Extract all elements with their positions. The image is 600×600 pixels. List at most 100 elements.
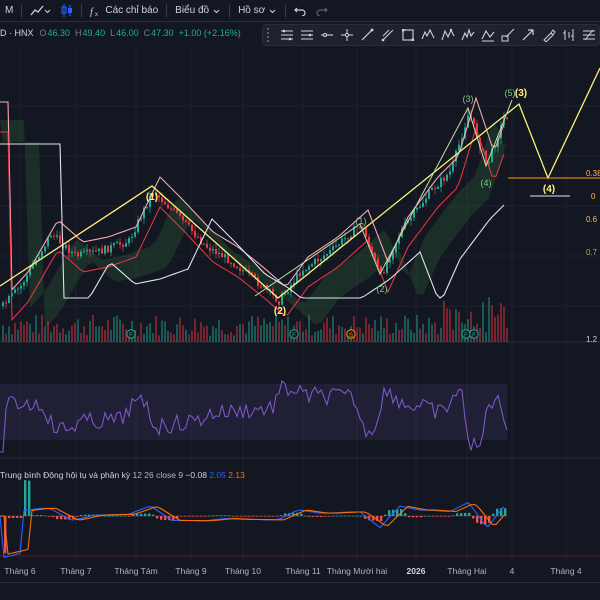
- candle-body: [149, 195, 151, 208]
- rsi-pane[interactable]: [0, 379, 508, 453]
- macd-histogram-bar: [372, 516, 375, 521]
- baseline-line: [0, 143, 505, 299]
- macd-histogram-bar: [428, 516, 431, 517]
- toolbar-divider: [229, 3, 231, 18]
- macd-histogram-bar: [32, 515, 35, 516]
- volume-bar: [491, 305, 493, 342]
- volume-bar: [32, 332, 34, 342]
- volume-bar: [458, 311, 460, 342]
- candle-body: [221, 252, 223, 258]
- macd-histogram-bar: [284, 513, 287, 516]
- macd-histogram-bar: [348, 515, 351, 517]
- volume-bar: [281, 319, 283, 342]
- candle-body: [143, 207, 145, 219]
- candle-body: [281, 293, 283, 305]
- long-position-tool[interactable]: [277, 25, 297, 45]
- macd-histogram-bar: [188, 516, 191, 517]
- event-marker-label: F: [292, 333, 296, 339]
- volume-bar: [170, 332, 172, 342]
- candle-body: [353, 226, 355, 237]
- layout-button[interactable]: Biểu đồ: [170, 0, 226, 22]
- high-value: 49.40: [82, 28, 106, 38]
- candle-body: [47, 237, 49, 247]
- volume-bar: [374, 319, 376, 342]
- candle-body: [410, 217, 412, 221]
- head-shoulders-tool[interactable]: [458, 25, 478, 45]
- candle-body: [161, 197, 163, 203]
- symbol-label[interactable]: D · HNX: [0, 28, 34, 38]
- volume-bar: [152, 333, 154, 342]
- chevron-down-icon: [213, 9, 220, 13]
- macd-histogram-bar: [440, 516, 443, 517]
- macd-histogram-bar: [120, 515, 123, 517]
- ray-tool[interactable]: [498, 25, 518, 45]
- indicator-lines: [0, 96, 505, 322]
- macd-pane[interactable]: [0, 480, 600, 558]
- wave-label-main: (4): [543, 184, 555, 195]
- elliott-wave-drawing[interactable]: (1) (2) (3) (4) (1) (2) (3) (4) (5): [0, 67, 600, 317]
- bars-pattern-icon: [562, 29, 574, 41]
- volume-bar: [308, 314, 310, 342]
- macd-histogram-bar: [244, 516, 247, 517]
- macd-histogram-bar: [12, 516, 15, 519]
- volume-bar: [245, 333, 247, 342]
- volume-bar: [332, 316, 334, 342]
- line-chart-type-button[interactable]: [25, 0, 56, 22]
- brush-tool[interactable]: [539, 25, 559, 45]
- pen-tool[interactable]: [357, 25, 377, 45]
- toolbar-divider: [285, 3, 287, 18]
- candle-body: [107, 245, 109, 253]
- volume-bar: [59, 332, 61, 342]
- fib-extension-tool[interactable]: [579, 25, 599, 45]
- arrow-tool[interactable]: [518, 25, 538, 45]
- volume-bar: [116, 315, 118, 342]
- profile-label: Hồ sơ: [238, 5, 266, 16]
- undo-button[interactable]: [289, 0, 311, 22]
- interval-button[interactable]: M: [0, 0, 18, 22]
- macd-histogram-bar: [364, 516, 367, 519]
- bars-pattern-tool[interactable]: [559, 25, 579, 45]
- profile-button[interactable]: Hồ sơ: [233, 0, 282, 22]
- trend-angle-tool[interactable]: [337, 25, 357, 45]
- volume-bar: [428, 317, 430, 342]
- candles-chart-type-button[interactable]: [56, 0, 78, 22]
- horizontal-line-tool[interactable]: [317, 25, 337, 45]
- event-marker-label: F: [464, 333, 468, 339]
- macd-histogram-bar: [204, 516, 207, 517]
- price-chart[interactable]: (1) (2) (3) (4) (1) (2) (3) (4) (5) 0.38 0 0.6 0.7 1…: [0, 46, 600, 562]
- volume-bar: [23, 325, 25, 342]
- volume-bar: [365, 317, 367, 342]
- macd-histogram-bar: [496, 508, 499, 516]
- redo-button[interactable]: [311, 0, 333, 22]
- volume-bar: [104, 330, 106, 342]
- macd-legend[interactable]: Trung bình Động hội tụ và phân kỳ 12 26 …: [0, 470, 245, 480]
- volume-bar: [239, 324, 241, 342]
- time-label: Tháng 10: [225, 566, 261, 576]
- candle-body: [305, 269, 307, 272]
- macd-histogram-bar: [332, 515, 335, 517]
- price-range-tool[interactable]: [378, 25, 398, 45]
- volume-bar: [446, 308, 448, 342]
- abcd-pattern-tool[interactable]: [438, 25, 458, 45]
- candle-body: [386, 262, 388, 273]
- rectangle-tool[interactable]: [398, 25, 418, 45]
- volume-bar: [221, 330, 223, 342]
- close-label: C: [143, 28, 151, 38]
- short-position-tool[interactable]: [297, 25, 317, 45]
- volume-bar: [8, 326, 10, 342]
- macd-params: 12 26 close 9: [132, 470, 184, 480]
- volume-bar: [455, 308, 457, 342]
- candle-body: [188, 222, 190, 225]
- candle-body: [455, 150, 457, 162]
- candle-body: [233, 263, 235, 267]
- toolbar-divider: [21, 3, 23, 18]
- volume-bar: [5, 333, 7, 342]
- projection-tool[interactable]: [478, 25, 498, 45]
- drag-handle[interactable]: [267, 28, 273, 42]
- macd-histogram-bar: [212, 515, 215, 517]
- candle-body: [140, 218, 142, 220]
- time-axis[interactable]: Tháng 6 Tháng 7 Tháng Tám Tháng 9 Tháng …: [0, 562, 600, 582]
- elliott-wave-tool[interactable]: [418, 25, 438, 45]
